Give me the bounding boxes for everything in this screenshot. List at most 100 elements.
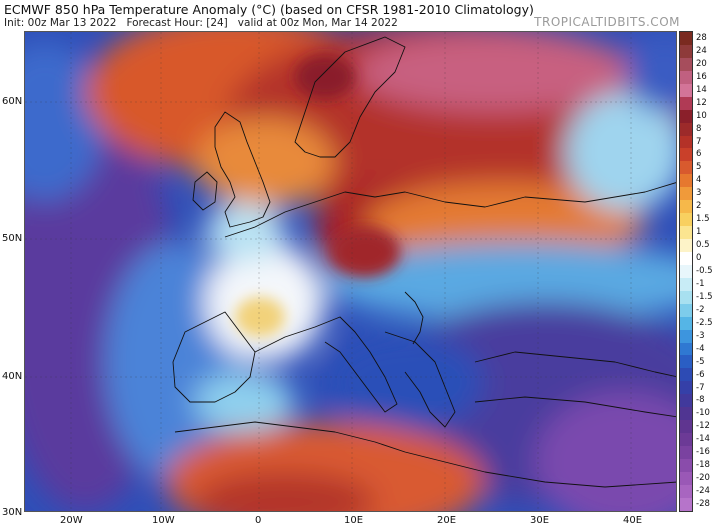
colorbar-swatch xyxy=(680,446,692,459)
sahara-hot xyxy=(195,472,375,511)
colorbar-swatch xyxy=(680,32,692,45)
brand-watermark: TROPICALTIDBITS.COM xyxy=(534,15,680,29)
colorbar-swatch xyxy=(680,458,692,472)
colorbar-label: 6 xyxy=(696,149,702,160)
colorbar-label: -10 xyxy=(696,408,710,419)
colorbar-swatch xyxy=(680,420,692,434)
norway-hot xyxy=(295,55,355,99)
colorbar-swatch xyxy=(680,57,692,71)
lon-label-0: 0 xyxy=(255,515,262,526)
colorbar-label: -4 xyxy=(696,343,705,354)
colorbar-swatch xyxy=(680,316,692,330)
graticule xyxy=(25,32,676,511)
coastlines xyxy=(172,36,676,488)
colorbar-label: -14 xyxy=(696,434,710,445)
central-france-mild xyxy=(235,297,285,337)
colorbar-swatch xyxy=(680,226,692,239)
lon-label-30e: 30E xyxy=(530,515,550,526)
lon-label-40e: 40E xyxy=(623,515,643,526)
colorbar-swatch xyxy=(680,44,692,58)
colorbar-swatch xyxy=(680,96,692,110)
colorbar-swatch xyxy=(680,290,692,304)
colorbar-swatch xyxy=(680,200,692,214)
map-title: ECMWF 850 hPa Temperature Anomaly (°C) (… xyxy=(4,2,534,17)
black-sea-north xyxy=(474,351,676,378)
lon-label-20w: 20W xyxy=(60,515,83,526)
balkan-cool-band xyxy=(325,242,676,322)
anatolia-coast xyxy=(474,396,676,418)
colorbar-label: 8 xyxy=(696,123,702,134)
scandinavia-coast xyxy=(294,36,406,158)
colorbar-label: -5 xyxy=(696,356,705,367)
lat-label-60n: 60N xyxy=(2,96,23,107)
northern-coast xyxy=(224,182,676,238)
north-africa-coast xyxy=(174,421,676,488)
colorbar-label: 7 xyxy=(696,136,702,147)
colorbar-swatch xyxy=(680,148,692,162)
colorbar-swatch xyxy=(680,174,692,188)
colorbar-swatch xyxy=(680,109,692,123)
colorbar-label: -0.5 xyxy=(696,266,713,276)
colorbar-label: -12 xyxy=(696,421,710,432)
colorbar-label: -7 xyxy=(696,382,705,393)
colorbar-swatch xyxy=(680,70,692,84)
lon-label-10w: 10W xyxy=(152,515,175,526)
colorbar-swatch xyxy=(680,381,692,395)
colorbar-label: -20 xyxy=(696,473,710,484)
colorbar-label: 1.5 xyxy=(696,214,710,225)
anomaly-field xyxy=(25,32,676,511)
colorbar-label: 2 xyxy=(696,201,702,212)
colorbar-label: -2.5 xyxy=(696,317,713,328)
colorbar-label: 10 xyxy=(696,110,707,121)
colorbar-label: -28 xyxy=(696,499,710,510)
adriatic-coast xyxy=(404,291,424,345)
colorbar-swatch xyxy=(680,484,692,498)
great-britain-coast xyxy=(214,111,271,228)
ireland-coast xyxy=(192,171,218,211)
forecast-hour: Forecast Hour: [24] xyxy=(126,17,228,29)
colorbar-swatch xyxy=(680,329,692,343)
britain-warm xyxy=(195,117,335,207)
colorbar-swatch xyxy=(680,264,692,278)
colorbar-label: 20 xyxy=(696,58,707,69)
colorbar-swatch xyxy=(680,187,692,201)
lon-label-20e: 20E xyxy=(437,515,457,526)
northwest-cold xyxy=(25,42,105,202)
northeast-cold xyxy=(625,32,676,112)
colorbar-label: 0.5 xyxy=(696,240,710,251)
colorbar-label: -1.5 xyxy=(696,291,713,302)
colorbar-swatch xyxy=(680,497,692,511)
lat-label-40n: 40N xyxy=(2,371,23,382)
eastern-europe-warm xyxy=(365,182,645,262)
colorbar-label: 12 xyxy=(696,97,707,108)
colorbar-swatch xyxy=(680,122,692,136)
channel-cool xyxy=(205,202,285,262)
colorbar xyxy=(679,31,693,512)
colorbar-label: 3 xyxy=(696,188,702,199)
east-cool xyxy=(565,92,676,212)
init-time: Init: 00z Mar 13 2022 xyxy=(4,17,117,29)
colorbar-swatch xyxy=(680,251,692,265)
colorbar-swatch xyxy=(680,407,692,421)
germany-hot xyxy=(330,227,400,277)
colorbar-label: 24 xyxy=(696,45,707,56)
colorbar-swatch xyxy=(680,355,692,369)
anomaly-map xyxy=(24,31,677,512)
lat-label-50n: 50N xyxy=(2,233,23,244)
colorbar-swatch xyxy=(680,342,692,356)
lat-label-30n: 30N xyxy=(2,507,23,518)
colorbar-swatch xyxy=(680,239,692,252)
southeast-purple xyxy=(535,392,676,511)
colorbar-label: -16 xyxy=(696,447,710,458)
balkan-coast xyxy=(384,331,456,428)
colorbar-swatch xyxy=(680,213,692,227)
colorbar-swatch xyxy=(680,135,692,149)
italy-cold xyxy=(325,332,485,432)
colorbar-swatch xyxy=(680,433,692,446)
colorbar-swatch xyxy=(680,394,692,408)
lon-label-10e: 10E xyxy=(344,515,364,526)
colorbar-label: -24 xyxy=(696,486,710,497)
colorbar-label: -18 xyxy=(696,460,710,471)
colorbar-label: 1 xyxy=(696,227,702,238)
colorbar-label: 16 xyxy=(696,71,707,82)
